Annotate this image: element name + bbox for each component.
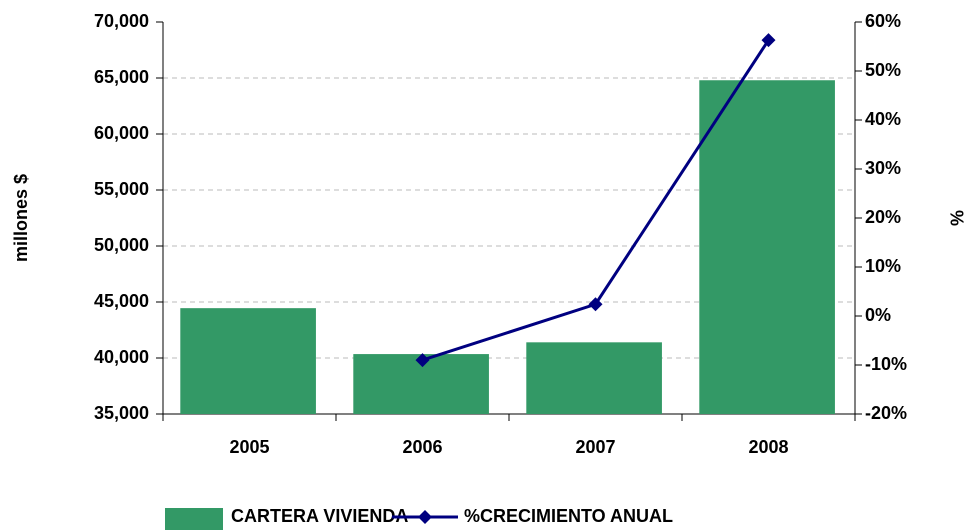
y-tick-label: 65,000: [94, 67, 149, 87]
y-tick-label: 55,000: [94, 179, 149, 199]
y2-tick-label: 50%: [865, 60, 901, 80]
y-tick-label: 35,000: [94, 403, 149, 423]
x-tick-label: 2005: [229, 437, 269, 457]
x-tick-label: 2008: [748, 437, 788, 457]
bar: [180, 308, 316, 414]
line-marker: [415, 353, 430, 368]
y2-axis-title: %: [946, 210, 966, 226]
legend-swatch: [165, 508, 223, 530]
x-tick-label: 2006: [402, 437, 442, 457]
y2-tick-label: -10%: [865, 354, 907, 374]
line-marker: [588, 297, 603, 312]
y-tick-label: 50,000: [94, 235, 149, 255]
y2-tick-label: 60%: [865, 11, 901, 31]
y2-tick-label: 20%: [865, 207, 901, 227]
y-tick-label: 70,000: [94, 11, 149, 31]
bar: [699, 80, 835, 415]
y2-tick-label: 10%: [865, 256, 901, 276]
bar: [526, 342, 662, 414]
y-tick-label: 40,000: [94, 347, 149, 367]
y2-tick-label: 30%: [865, 158, 901, 178]
legend-label: CARTERA VIVIENDA: [231, 506, 408, 526]
y2-tick-label: -20%: [865, 403, 907, 423]
line-marker: [761, 33, 776, 48]
y2-tick-label: 0%: [865, 305, 891, 325]
y2-tick-label: 40%: [865, 109, 901, 129]
y-tick-label: 60,000: [94, 123, 149, 143]
y-axis-title: millones $: [11, 174, 31, 262]
x-tick-label: 2007: [575, 437, 615, 457]
y-tick-label: 45,000: [94, 291, 149, 311]
legend-marker: [418, 510, 432, 524]
legend-label: %CRECIMIENTO ANUAL: [464, 506, 673, 526]
